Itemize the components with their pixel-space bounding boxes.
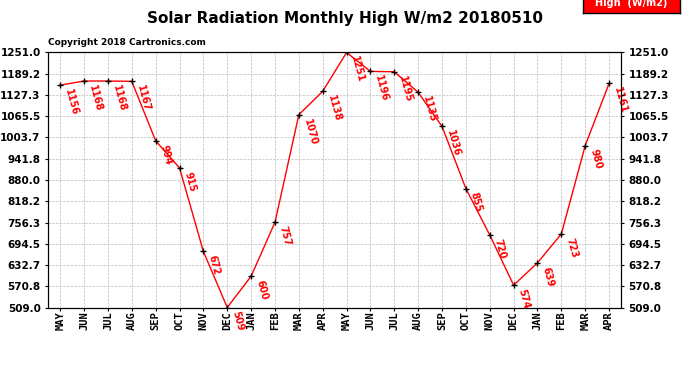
Text: 994: 994	[159, 144, 173, 166]
Text: 723: 723	[564, 237, 579, 259]
Text: 672: 672	[206, 254, 221, 276]
Text: 980: 980	[588, 148, 603, 171]
Text: 1251: 1251	[349, 55, 366, 84]
Text: 915: 915	[182, 171, 197, 193]
Text: 720: 720	[493, 238, 508, 260]
Text: 757: 757	[278, 225, 293, 247]
Text: Solar Radiation Monthly High W/m2 20180510: Solar Radiation Monthly High W/m2 201805…	[147, 11, 543, 26]
Text: 1036: 1036	[445, 129, 462, 158]
Text: 1168: 1168	[87, 84, 104, 112]
Text: 1135: 1135	[421, 95, 437, 124]
Text: High  (W/m2): High (W/m2)	[595, 0, 667, 8]
Text: 509: 509	[230, 310, 245, 332]
Text: 1138: 1138	[326, 94, 342, 123]
Text: 1196: 1196	[373, 74, 390, 103]
Text: 1168: 1168	[111, 84, 128, 112]
Text: 600: 600	[254, 279, 269, 301]
Text: 1161: 1161	[612, 86, 629, 115]
Text: 574: 574	[517, 288, 531, 310]
Text: Copyright 2018 Cartronics.com: Copyright 2018 Cartronics.com	[48, 38, 206, 47]
Text: 1167: 1167	[135, 84, 151, 113]
Text: 1195: 1195	[397, 75, 414, 103]
Text: 855: 855	[469, 191, 484, 214]
Text: 1070: 1070	[302, 117, 318, 146]
Text: 1156: 1156	[63, 88, 80, 117]
Text: 639: 639	[540, 266, 555, 288]
